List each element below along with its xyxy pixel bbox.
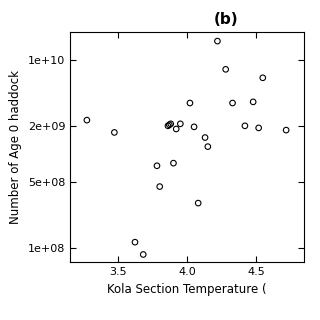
Text: (b): (b): [214, 12, 239, 27]
Point: [196, 201, 201, 206]
Point: [84, 117, 90, 123]
Point: [284, 128, 289, 133]
Point: [256, 125, 261, 131]
Point: [188, 100, 193, 106]
Point: [165, 123, 171, 128]
Point: [230, 100, 235, 106]
Point: [167, 122, 172, 127]
Point: [191, 124, 196, 129]
Point: [223, 67, 228, 72]
Point: [205, 144, 210, 149]
Point: [203, 135, 208, 140]
Point: [141, 252, 146, 257]
Point: [171, 161, 176, 166]
Y-axis label: Number of Age 0 haddock: Number of Age 0 haddock: [10, 70, 22, 224]
Point: [260, 75, 265, 80]
Point: [157, 184, 162, 189]
Point: [132, 240, 138, 245]
Point: [155, 163, 160, 168]
X-axis label: Kola Section Temperature (: Kola Section Temperature (: [108, 283, 267, 296]
Point: [215, 38, 220, 44]
Point: [251, 99, 256, 104]
Point: [174, 126, 179, 132]
Point: [242, 123, 247, 128]
Point: [168, 121, 173, 126]
Point: [112, 130, 117, 135]
Point: [178, 121, 183, 126]
